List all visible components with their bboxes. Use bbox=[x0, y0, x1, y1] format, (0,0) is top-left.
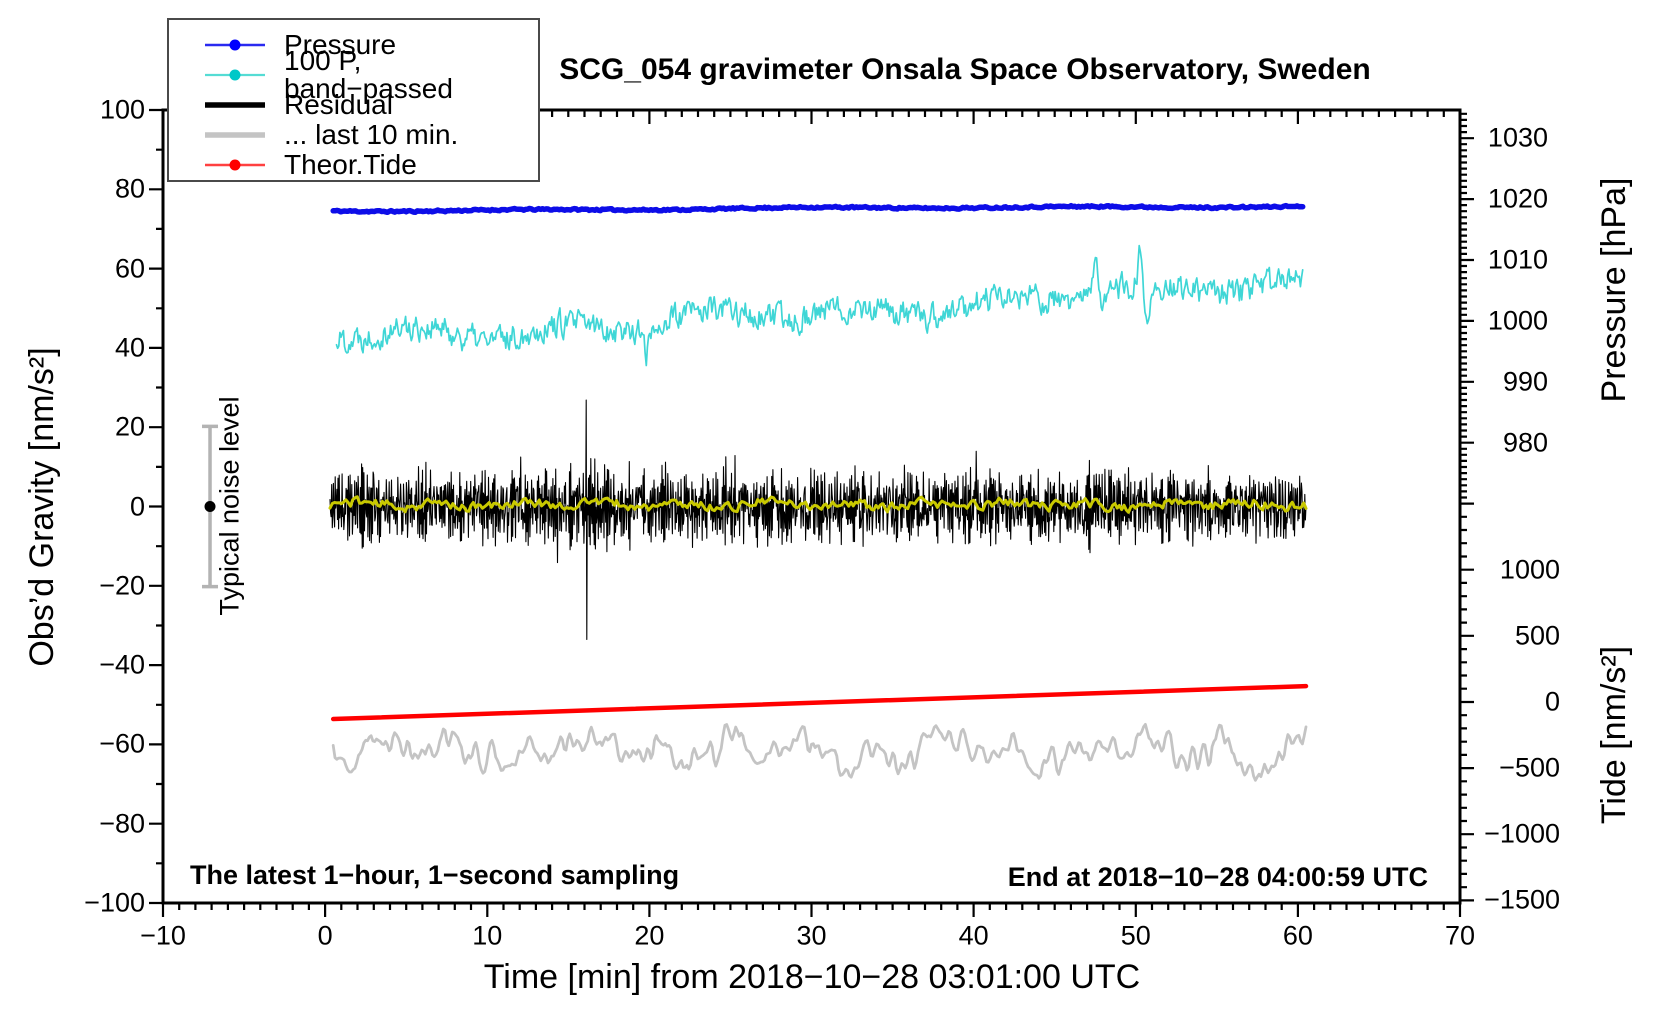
legend-marker-dot bbox=[229, 39, 241, 51]
series-residual_last10 bbox=[331, 723, 1308, 782]
y-tide-tick-label: 0 bbox=[1544, 686, 1560, 717]
legend-label: Pressure bbox=[284, 29, 397, 60]
annotation-sampling: The latest 1−hour, 1−second sampling bbox=[190, 860, 680, 890]
x-tick-label: 50 bbox=[1120, 920, 1151, 951]
x-tick-label: 70 bbox=[1444, 920, 1476, 951]
x-tick-label: 20 bbox=[634, 920, 665, 951]
x-tick-label: 30 bbox=[796, 920, 827, 951]
y-left-tick-label: −80 bbox=[99, 808, 145, 839]
y-left-tick-label: −40 bbox=[99, 649, 145, 680]
y-pressure-tick-label: 1010 bbox=[1487, 244, 1548, 275]
y-left-tick-label: −100 bbox=[84, 887, 145, 918]
legend-sample-2 bbox=[205, 69, 265, 81]
x-tick-label: 0 bbox=[317, 920, 333, 951]
y-pressure-tick-label: 980 bbox=[1502, 427, 1548, 458]
y-left-tick-label: 20 bbox=[114, 411, 145, 442]
x-tick-label: −10 bbox=[140, 920, 186, 951]
legend-box: Pressure 100 P, band−passed Residual... la… bbox=[167, 18, 540, 182]
y-left-tick-label: 60 bbox=[114, 253, 145, 284]
page-title: SCG_054 gravimeter Onsala Space Observat… bbox=[559, 53, 1371, 86]
legend-item: Theor.Tide bbox=[169, 150, 538, 180]
series-pressure bbox=[330, 202, 1306, 216]
annotation-end-time: End at 2018−10−28 04:00:59 UTC bbox=[1007, 862, 1428, 892]
axis-ticks bbox=[149, 108, 1474, 917]
y-axis-title-pressure: Pressure [hPa] bbox=[1595, 177, 1633, 403]
y-pressure-tick-label: 1000 bbox=[1487, 305, 1548, 336]
legend-label: Theor.Tide bbox=[284, 149, 417, 180]
x-tick-label: 60 bbox=[1282, 920, 1313, 951]
y-pressure-tick-label: 990 bbox=[1502, 366, 1548, 397]
legend-item: Pressure bbox=[169, 30, 538, 60]
y-axis-title-left: Obs’d Gravity [nm/s²] bbox=[23, 347, 61, 667]
y-pressure-tick-label: 1020 bbox=[1487, 183, 1548, 214]
legend-sample-5 bbox=[205, 159, 265, 171]
y-left-tick-label: −60 bbox=[99, 728, 145, 759]
legend-item: ... last 10 min. bbox=[169, 120, 538, 150]
legend-item: 100 P, band−passed bbox=[169, 47, 538, 103]
series-pressure_bandpassed bbox=[335, 244, 1304, 367]
noise-level-label: Typical noise level bbox=[214, 396, 245, 616]
legend-marker-dot bbox=[229, 159, 241, 171]
y-axis-title-tide: Tide [nm/s²] bbox=[1595, 645, 1633, 825]
x-tick-label: 10 bbox=[472, 920, 503, 951]
legend-sample-3 bbox=[205, 102, 265, 108]
noise-center-dot bbox=[204, 501, 216, 512]
plot-frame bbox=[161, 108, 1462, 905]
x-tick-label: 40 bbox=[958, 920, 989, 951]
legend-sample-1 bbox=[205, 39, 265, 51]
series-residual bbox=[329, 399, 1307, 641]
y-tide-tick-label: 500 bbox=[1514, 620, 1560, 651]
legend-label: ... last 10 min. bbox=[284, 119, 459, 150]
legend-sample-4 bbox=[205, 132, 265, 138]
legend-label: 100 P, band−passed bbox=[284, 45, 453, 104]
y-pressure-tick-label: 1030 bbox=[1487, 122, 1548, 153]
x-axis-title: Time [min] from 2018−10−28 03:01:00 UTC bbox=[483, 958, 1141, 996]
y-tide-tick-label: −1000 bbox=[1484, 818, 1560, 849]
y-tide-tick-label: −1500 bbox=[1484, 884, 1560, 915]
y-left-tick-label: 0 bbox=[129, 491, 145, 521]
series-residual_smoothed bbox=[328, 495, 1308, 514]
y-left-tick-label: 100 bbox=[99, 94, 145, 125]
y-left-tick-label: 80 bbox=[114, 173, 145, 204]
legend-label: Residual bbox=[284, 89, 393, 120]
y-left-tick-label: 40 bbox=[114, 332, 145, 363]
legend-marker-dot bbox=[229, 69, 241, 81]
series-theor_tide bbox=[330, 683, 1309, 722]
y-tide-tick-label: −500 bbox=[1499, 752, 1560, 783]
legend-item: Residual bbox=[169, 90, 538, 120]
y-tide-tick-label: 1000 bbox=[1499, 554, 1560, 585]
y-left-tick-label: −20 bbox=[99, 570, 145, 601]
